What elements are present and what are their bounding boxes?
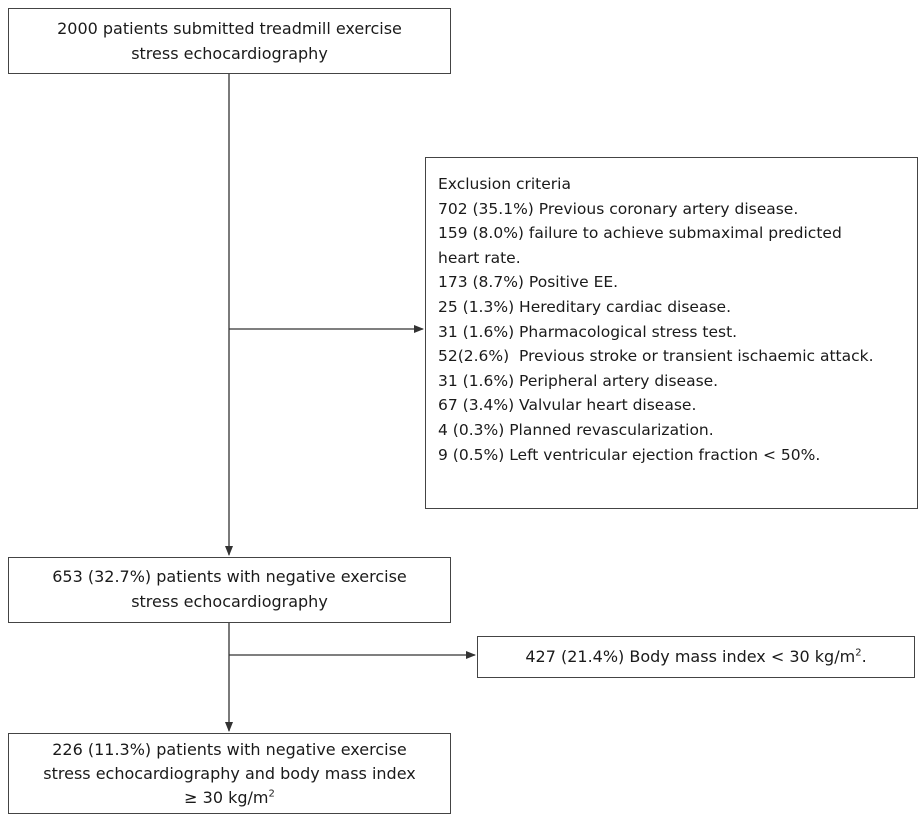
start-box: 2000 patients submitted treadmill exerci… [8, 8, 451, 74]
exclusion-criteria-box: Exclusion criteria 702 (35.1%) Previous … [425, 157, 918, 509]
final-box-line: ≥ 30 kg/m2 [9, 786, 450, 810]
exclusion-item: 9 (0.5%) Left ventricular ejection fract… [438, 445, 821, 464]
bmi-exclusion-period: . [861, 647, 867, 666]
negative-echo-box: 653 (32.7%) patients with negative exerc… [8, 557, 451, 623]
exclusion-item: 173 (8.7%) Positive EE. [438, 273, 619, 292]
start-box-line: stress echocardiography [131, 44, 328, 63]
exclusion-item: 25 (1.3%) Hereditary cardiac disease. [438, 297, 732, 316]
final-box-superscript: 2 [268, 788, 275, 800]
final-box-line: stress echocardiography and body mass in… [43, 764, 416, 783]
final-cohort-box: 226 (11.3%) patients with negative exerc… [8, 733, 451, 814]
exclusion-item: 67 (3.4%) Valvular heart disease. [438, 396, 697, 415]
exclusion-item: 4 (0.3%) Planned revascularization. [438, 420, 714, 439]
negative-box-line: stress echocardiography [131, 592, 328, 611]
final-box-last-line-text: ≥ 30 kg/m [184, 788, 269, 807]
negative-box-line: 653 (32.7%) patients with negative exerc… [52, 567, 407, 586]
exclusion-title: Exclusion criteria [438, 175, 571, 193]
start-box-line: 2000 patients submitted treadmill exerci… [57, 19, 402, 38]
exclusion-item: 31 (1.6%) Peripheral artery disease. [438, 371, 719, 390]
exclusion-item: 159 (8.0%) failure to achieve submaximal… [438, 224, 842, 243]
bmi-exclusion-box: 427 (21.4%) Body mass index < 30 kg/m2. [477, 636, 915, 678]
bmi-exclusion-text: 427 (21.4%) Body mass index < 30 kg/m [525, 647, 856, 666]
exclusion-item: 31 (1.6%) Pharmacological stress test. [438, 322, 738, 341]
bmi-exclusion-superscript: 2 [855, 647, 862, 659]
exclusion-item: heart rate. [438, 248, 521, 267]
final-box-line: 226 (11.3%) patients with negative exerc… [52, 740, 407, 759]
exclusion-item: 52(2.6%) Previous stroke or transient is… [438, 347, 874, 366]
exclusion-item: 702 (35.1%) Previous coronary artery dis… [438, 199, 799, 218]
